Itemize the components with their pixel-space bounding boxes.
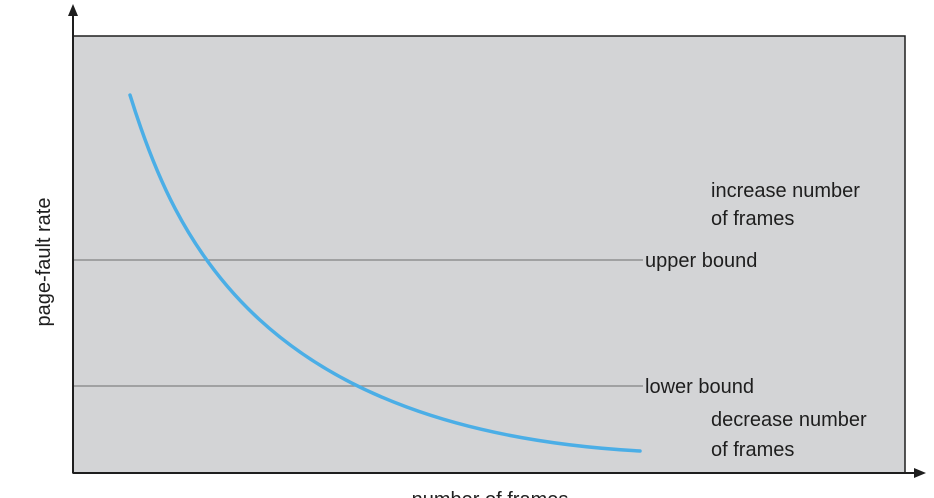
increase-frames-label-line2: of frames — [711, 208, 794, 230]
upper-bound-label: upper bound — [645, 250, 757, 272]
x-axis-arrow-icon — [914, 468, 926, 478]
y-axis-label: page-fault rate — [33, 198, 55, 327]
x-axis-label: number of frames — [412, 489, 569, 498]
decrease-frames-label-line2: of frames — [711, 439, 794, 461]
y-axis-arrow-icon — [68, 4, 78, 16]
increase-frames-label-line1: increase number — [711, 180, 860, 202]
lower-bound-label: lower bound — [645, 376, 754, 398]
plot-area — [72, 35, 906, 474]
decrease-frames-label-line1: decrease number — [711, 409, 867, 431]
page-fault-curve — [128, 93, 642, 453]
